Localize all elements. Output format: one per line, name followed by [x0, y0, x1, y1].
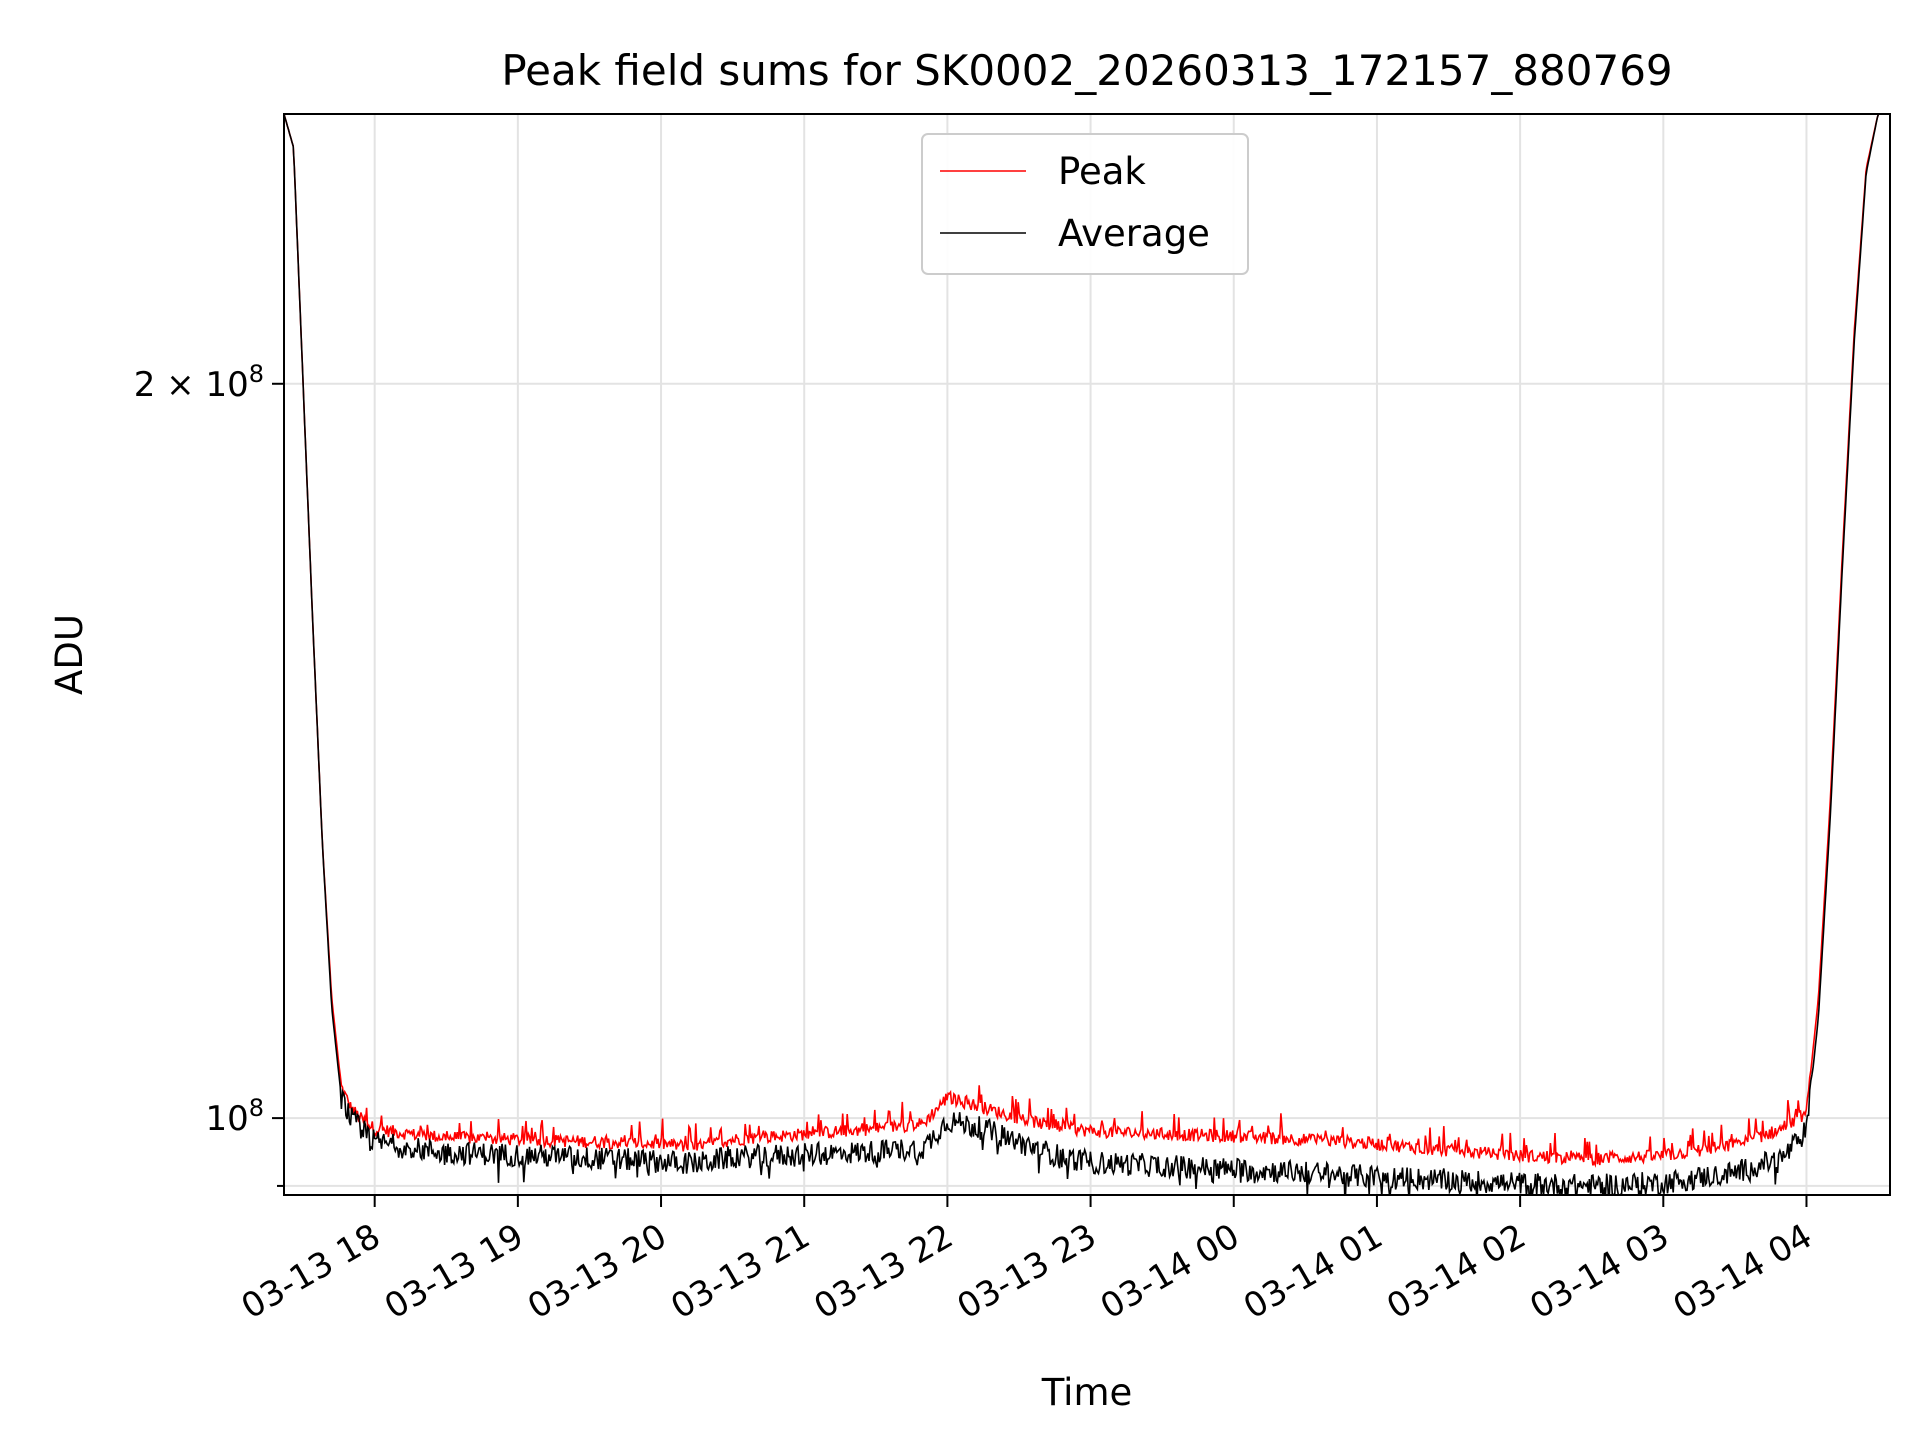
x-tick-label: 03-13 19 [378, 1216, 530, 1327]
series-line-average [284, 114, 1890, 1195]
x-tick-label: 03-14 04 [1667, 1216, 1819, 1327]
plot-frame [283, 113, 1891, 1196]
x-tick-label: 03-13 23 [951, 1216, 1103, 1327]
chart-title: Peak field sums for SK0002_20260313_1721… [501, 46, 1672, 95]
x-tick-label: 03-14 00 [1094, 1216, 1246, 1327]
legend: Peak Average [921, 133, 1249, 275]
series-line-peak [284, 114, 1890, 1168]
y-tick-label: 108 [205, 1094, 264, 1139]
x-tick-label: 03-14 02 [1380, 1216, 1532, 1327]
series-layer [284, 114, 1890, 1195]
grid [284, 114, 1890, 1195]
legend-box [921, 133, 1249, 275]
x-axis-label: Time [1041, 1371, 1133, 1414]
y-axis: 108 2 × 108 [134, 360, 284, 1187]
y-tick-label: 2 × 108 [134, 360, 264, 405]
x-tick-label: 03-14 01 [1237, 1216, 1389, 1327]
x-tick-label: 03-13 21 [664, 1216, 816, 1327]
x-tick-label: 03-13 22 [808, 1216, 960, 1327]
legend-label-average: Average [1058, 212, 1210, 255]
legend-label-peak: Peak [1058, 150, 1146, 193]
x-tick-label: 03-13 18 [235, 1216, 387, 1327]
y-axis-label: ADU [48, 614, 91, 695]
x-tick-label: 03-13 20 [521, 1216, 673, 1327]
x-tick-label: 03-14 03 [1523, 1216, 1675, 1327]
